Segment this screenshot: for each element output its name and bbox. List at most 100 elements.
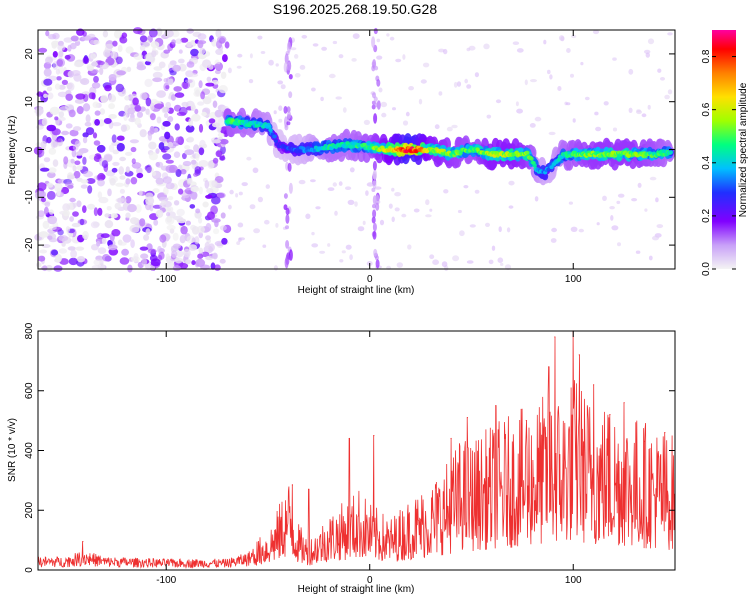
noise-cell <box>459 230 465 237</box>
heatmap-xtick-label: 100 <box>565 274 582 285</box>
noise-cell <box>191 113 201 122</box>
noise-cell <box>186 61 195 68</box>
noise-cell <box>205 235 211 241</box>
noise-cell <box>39 249 48 254</box>
noise-cell <box>357 226 365 232</box>
noise-cell <box>202 201 209 208</box>
noise-cell <box>72 211 79 217</box>
noise-cell <box>212 122 220 128</box>
noise-cell <box>193 87 201 94</box>
noise-cell <box>612 127 618 132</box>
noise-cell <box>648 255 653 261</box>
noise-cell <box>287 61 292 71</box>
noise-cell <box>129 139 139 144</box>
noise-cell <box>88 92 96 100</box>
noise-cell <box>147 248 157 254</box>
noise-cell <box>349 167 355 173</box>
noise-cell <box>126 66 132 73</box>
noise-cell <box>205 255 214 261</box>
noise-cell <box>97 179 105 187</box>
noise-cell <box>82 136 88 144</box>
noise-cell <box>56 58 65 67</box>
noise-cell <box>328 73 336 79</box>
noise-cell <box>422 62 430 68</box>
noise-cell <box>47 92 54 100</box>
noise-cell <box>162 146 170 151</box>
noise-cell <box>76 106 84 115</box>
ridge-cell <box>525 150 530 155</box>
noise-cell <box>516 48 524 53</box>
snr-peak-point <box>373 435 375 437</box>
noise-cell <box>664 94 670 100</box>
noise-cell <box>104 84 112 92</box>
noise-cell <box>93 259 102 266</box>
noise-cell <box>100 233 110 239</box>
noise-cell <box>145 196 155 206</box>
noise-cell <box>391 187 395 192</box>
noise-cell <box>166 206 174 213</box>
noise-cell <box>278 105 283 111</box>
noise-cell <box>118 241 127 246</box>
noise-cell <box>210 205 219 215</box>
noise-cell <box>268 59 274 66</box>
snr-peak-point <box>466 417 468 419</box>
noise-cell <box>190 48 199 57</box>
noise-cell <box>42 265 48 272</box>
noise-cell <box>46 190 56 200</box>
heatmap-ylabel: Frequency (Hz) <box>7 116 18 185</box>
noise-cell <box>62 203 70 212</box>
noise-cell <box>190 104 196 112</box>
noise-cell <box>55 253 62 263</box>
noise-cell <box>312 43 319 47</box>
noise-cell <box>185 220 191 226</box>
noise-cell <box>173 86 182 92</box>
noise-cell <box>174 123 180 131</box>
noise-cell <box>301 34 308 39</box>
noise-cell <box>65 104 74 111</box>
noise-cell <box>508 205 514 209</box>
noise-cell <box>74 160 81 166</box>
noise-cell <box>99 174 106 180</box>
noise-cell <box>71 149 77 158</box>
noise-cell <box>413 208 420 213</box>
noise-cell <box>372 171 377 180</box>
noise-cell <box>104 220 114 229</box>
noise-cell <box>287 255 292 260</box>
noise-cell <box>119 188 125 194</box>
noise-cell <box>199 47 206 55</box>
noise-cell <box>131 158 136 165</box>
noise-cell <box>157 245 162 254</box>
noise-cell <box>283 193 288 199</box>
noise-cell <box>205 194 213 199</box>
noise-cell <box>167 116 174 123</box>
snr-ytick-label: 200 <box>24 501 35 518</box>
noise-cell <box>180 169 187 175</box>
noise-cell <box>155 148 160 154</box>
noise-cell <box>603 101 609 106</box>
noise-cell <box>497 257 504 264</box>
noise-cell <box>219 155 226 161</box>
noise-cell <box>73 61 84 68</box>
noise-cell <box>237 222 244 228</box>
noise-cell <box>327 243 331 247</box>
noise-cell <box>57 91 68 98</box>
noise-cell <box>99 108 106 115</box>
noise-cell <box>463 185 469 189</box>
snr-peak-point <box>548 366 550 368</box>
noise-cell <box>372 160 377 171</box>
noise-cell <box>635 250 641 254</box>
noise-cell <box>195 258 206 267</box>
noise-cell <box>549 74 553 80</box>
noise-cell <box>70 35 79 42</box>
noise-cell <box>107 244 118 251</box>
noise-cell <box>90 39 95 45</box>
noise-cell <box>171 39 177 45</box>
noise-cell <box>173 200 180 206</box>
noise-cell <box>212 100 218 108</box>
noise-cell <box>108 144 115 153</box>
noise-cell <box>52 141 58 148</box>
noise-cell <box>57 44 66 51</box>
noise-cell <box>68 232 74 238</box>
noise-cell <box>205 82 215 87</box>
noise-cell <box>165 164 175 174</box>
